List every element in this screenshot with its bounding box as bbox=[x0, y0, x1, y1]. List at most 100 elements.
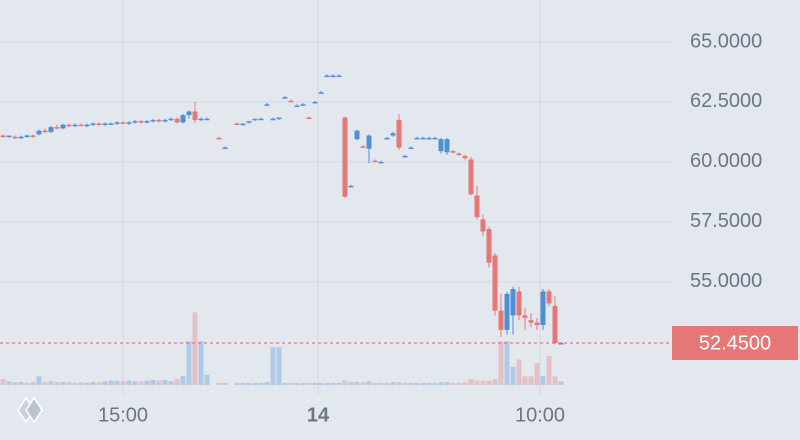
volume-bar bbox=[540, 376, 546, 385]
y-tick-label: 60.0000 bbox=[690, 150, 762, 172]
volume-bar bbox=[36, 376, 42, 385]
volume-bar bbox=[204, 374, 210, 385]
volume-bar bbox=[24, 382, 30, 385]
candle-body bbox=[78, 124, 84, 127]
volume-bar bbox=[42, 382, 48, 385]
volume-bar bbox=[366, 381, 372, 385]
candle-body bbox=[432, 137, 438, 140]
candle-body bbox=[60, 124, 66, 129]
volume-bar bbox=[402, 382, 408, 385]
volume-bar bbox=[102, 381, 108, 385]
last-price-label: 52.4500 bbox=[699, 332, 771, 354]
candle-body bbox=[558, 343, 564, 345]
volume-bar bbox=[270, 347, 276, 385]
volume-bar bbox=[180, 376, 186, 385]
candle-body bbox=[288, 100, 294, 103]
volume-bar bbox=[12, 382, 18, 385]
volume-bar bbox=[84, 382, 90, 385]
candle-body bbox=[480, 219, 486, 232]
candle-body bbox=[162, 119, 168, 122]
candle-body bbox=[420, 137, 426, 140]
candle-body bbox=[186, 111, 192, 116]
candle-body bbox=[360, 146, 366, 148]
volume-bar bbox=[294, 382, 300, 385]
volume-bar bbox=[522, 376, 528, 385]
candle-body bbox=[366, 135, 372, 149]
volume-bar bbox=[156, 380, 162, 385]
candle-body bbox=[504, 293, 510, 330]
volume-bar bbox=[390, 382, 396, 385]
candle-body bbox=[396, 119, 402, 148]
volume-bar bbox=[450, 382, 456, 385]
candle-body bbox=[192, 111, 198, 120]
candle-body bbox=[498, 310, 504, 330]
volume-bar bbox=[384, 382, 390, 385]
volume-bar bbox=[504, 341, 510, 385]
candle-body bbox=[510, 289, 516, 316]
volume-bar bbox=[282, 382, 288, 385]
candle-body bbox=[216, 137, 222, 140]
candle-body bbox=[438, 139, 444, 152]
volume-bar bbox=[486, 380, 492, 385]
volume-bar bbox=[462, 382, 468, 385]
candle-body bbox=[18, 136, 24, 139]
volume-bar bbox=[312, 382, 318, 385]
volume-bar bbox=[330, 382, 336, 385]
volume-bar bbox=[474, 380, 480, 385]
candle-body bbox=[384, 137, 390, 140]
candle-body bbox=[258, 118, 264, 121]
candles bbox=[0, 74, 564, 345]
candle-body bbox=[0, 135, 6, 138]
volume-bar bbox=[378, 382, 384, 385]
volume-bar bbox=[192, 312, 198, 385]
volume-bar bbox=[54, 382, 60, 385]
volume-bar bbox=[546, 355, 552, 385]
candle-body bbox=[408, 147, 414, 150]
volume-bar bbox=[354, 382, 360, 385]
volume-bar bbox=[534, 363, 540, 385]
volume-bar bbox=[48, 381, 54, 385]
candle-body bbox=[282, 97, 288, 99]
volume-bar bbox=[246, 382, 252, 385]
candle-body bbox=[552, 305, 558, 344]
x-tick-label: 14 bbox=[307, 404, 330, 426]
volume-bar bbox=[300, 382, 306, 385]
candle-body bbox=[30, 135, 36, 138]
candle-body bbox=[342, 117, 348, 197]
candle-body bbox=[108, 123, 114, 126]
candle-body bbox=[204, 118, 210, 121]
candle-body bbox=[492, 255, 498, 311]
candle-body bbox=[414, 137, 420, 140]
volume-bar bbox=[108, 380, 114, 385]
candle-body bbox=[6, 135, 12, 138]
candle-body bbox=[114, 122, 120, 124]
candle-body bbox=[348, 185, 354, 188]
volume-bar bbox=[258, 382, 264, 385]
volume-bar bbox=[336, 382, 342, 385]
volume-bar bbox=[492, 379, 498, 385]
volume-bar bbox=[90, 382, 96, 385]
volume-bar bbox=[498, 341, 504, 385]
volume-bar bbox=[426, 382, 432, 385]
volume-bar bbox=[306, 382, 312, 385]
volume-bar bbox=[222, 382, 228, 385]
candle-body bbox=[540, 291, 546, 326]
volume-bar bbox=[216, 382, 222, 385]
candle-body bbox=[354, 130, 360, 140]
volume-bar bbox=[138, 381, 144, 385]
candle-body bbox=[276, 117, 282, 120]
candle-body bbox=[198, 118, 204, 121]
candle-body bbox=[12, 136, 18, 139]
volume-bar bbox=[510, 366, 516, 385]
candle-body bbox=[246, 121, 252, 123]
candle-body bbox=[330, 75, 336, 78]
volume-bar bbox=[432, 382, 438, 385]
candle-body bbox=[486, 229, 492, 263]
candle-body bbox=[300, 104, 306, 106]
grid bbox=[0, 0, 672, 395]
candle-body bbox=[168, 118, 174, 121]
y-tick-label: 57.5000 bbox=[690, 210, 762, 232]
volume-bar bbox=[324, 382, 330, 385]
volume-bar bbox=[126, 380, 132, 385]
volume-bar bbox=[78, 382, 84, 385]
